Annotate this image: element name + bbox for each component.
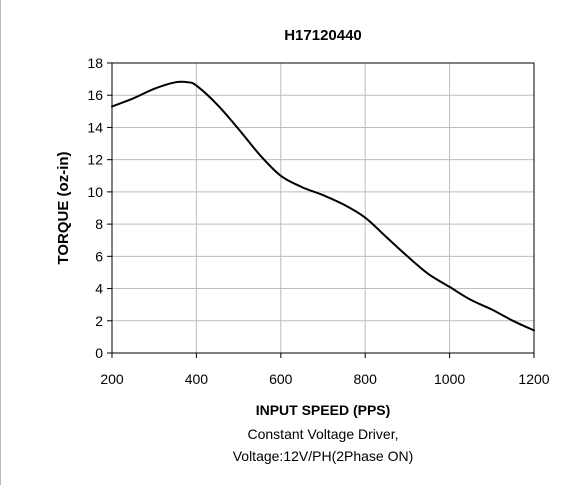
chart-note-line-2: Voltage:12V/PH(2Phase ON) bbox=[233, 448, 414, 464]
series-layer bbox=[111, 80, 535, 332]
y-tick-label: 6 bbox=[95, 248, 103, 264]
y-tick-label: 18 bbox=[87, 55, 103, 71]
y-tick-label: 2 bbox=[95, 313, 103, 329]
y-axis-label: TORQUE (oz-in) bbox=[55, 151, 72, 264]
x-axis-label: INPUT SPEED (PPS) bbox=[256, 402, 391, 418]
y-tick-label: 10 bbox=[87, 184, 103, 200]
plot-border bbox=[111, 62, 535, 354]
x-tick-label: 200 bbox=[100, 371, 124, 387]
torque-curve bbox=[111, 80, 535, 332]
x-tick-label: 800 bbox=[354, 371, 378, 387]
x-tick-label: 1000 bbox=[434, 371, 465, 387]
y-tick-label: 8 bbox=[95, 216, 103, 232]
y-tick-label: 4 bbox=[95, 281, 103, 297]
grid bbox=[112, 63, 534, 353]
y-tick-label: 16 bbox=[87, 87, 103, 103]
axis-ticks: 0 2 4 6 8 10 12 14 16 18 200 400 600 800 1000 1200 bbox=[87, 55, 549, 387]
y-tick-label: 14 bbox=[87, 119, 103, 135]
y-tick-label: 0 bbox=[95, 345, 103, 361]
x-tick-label: 400 bbox=[185, 371, 209, 387]
chart-title: H17120440 bbox=[284, 27, 362, 44]
chart-note-line-1: Constant Voltage Driver, bbox=[248, 426, 399, 442]
x-tick-label: 600 bbox=[269, 371, 293, 387]
x-tick-label: 1200 bbox=[518, 371, 549, 387]
y-tick-label: 12 bbox=[87, 152, 103, 168]
